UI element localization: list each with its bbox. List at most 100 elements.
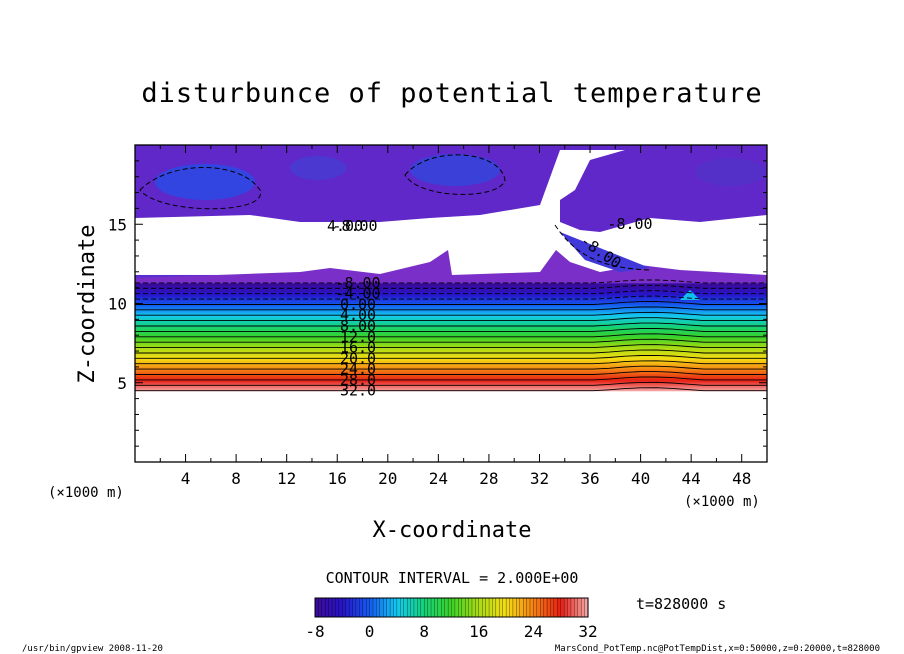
x-tick-label: 20	[378, 469, 397, 488]
upper-blue-cell	[290, 156, 346, 180]
colorbar-cell	[471, 597, 476, 618]
z-tick-label: 5	[117, 374, 127, 393]
contour-label: 24.0	[340, 360, 376, 378]
contour-label: 8.00	[340, 317, 376, 335]
colorbar-cell	[502, 597, 507, 618]
footer-left: /usr/bin/gpview 2008-11-20	[22, 644, 163, 654]
colorbar-cell	[389, 597, 395, 618]
colorbar-cell	[451, 597, 456, 618]
colorbar-cell	[495, 597, 500, 618]
irregular-layer	[135, 250, 767, 283]
colorbar-cell	[560, 597, 565, 618]
contour-line	[135, 333, 767, 338]
colorbar-cell	[516, 597, 521, 618]
color-band	[135, 296, 767, 299]
colorbar-tick-label: 16	[469, 622, 488, 641]
colorbar-cell	[581, 597, 586, 618]
colorbar-cell	[550, 597, 555, 618]
contour-line	[135, 371, 767, 375]
color-band	[135, 305, 767, 308]
contour-line	[404, 154, 506, 195]
x-tick-label: 36	[580, 469, 599, 488]
color-band	[135, 327, 767, 330]
colorbar-cell	[526, 597, 531, 618]
plot-area	[135, 145, 767, 462]
contour-line	[135, 349, 767, 354]
plume-blue	[560, 232, 650, 272]
x-tick-label: 16	[328, 469, 347, 488]
color-band	[135, 387, 767, 390]
z-tick-label: 15	[108, 215, 127, 234]
color-band	[135, 375, 767, 378]
color-band	[135, 371, 767, 374]
colorbar-cell	[335, 597, 340, 618]
colorbar-cell	[424, 597, 429, 618]
z-axis-ticks: 5 10 15	[108, 160, 767, 447]
colorbar-cell	[372, 597, 377, 618]
colorbar-cell	[468, 597, 473, 618]
colorbar-cell	[410, 597, 415, 618]
x-unit-left: (×1000 m)	[48, 485, 124, 501]
colorbar-tick-label: 8	[419, 622, 429, 641]
colorbar-cell	[379, 597, 384, 618]
contour-line	[135, 295, 767, 300]
colorbar-cell	[406, 597, 412, 618]
chart-title: disturbunce of potential temperature	[141, 78, 762, 109]
color-band	[135, 350, 767, 353]
color-band	[135, 309, 767, 312]
color-band	[135, 386, 767, 389]
upper-disturbance-field	[135, 145, 767, 300]
colorbar-cell	[328, 597, 333, 618]
colorbar-cell	[512, 597, 517, 618]
color-band	[135, 282, 767, 285]
contour-label: 28.0	[340, 371, 376, 389]
colorbar-cell	[352, 597, 357, 618]
color-band	[135, 365, 767, 368]
color-band	[135, 361, 767, 363]
contour-label: 16.0	[340, 339, 376, 357]
colorbar-cell	[529, 597, 534, 618]
color-band	[135, 358, 767, 361]
colorbar-cell	[557, 597, 562, 618]
colorbar-cell	[413, 597, 418, 618]
colorbar-cell	[509, 597, 514, 618]
contour-line	[135, 279, 767, 284]
x-unit-right: (×1000 m)	[684, 494, 760, 510]
contour-line	[135, 284, 767, 289]
colorbar-cell	[464, 597, 470, 618]
color-band	[135, 385, 767, 388]
contour-line	[135, 306, 767, 311]
colorbar-cell	[366, 597, 371, 618]
color-band	[135, 315, 767, 318]
color-band	[135, 370, 767, 373]
contour-label: -4.00	[335, 285, 380, 303]
contour-line	[135, 354, 767, 359]
color-band	[135, 285, 767, 288]
color-band	[135, 300, 767, 303]
contour-labels: -8.00-4.000.004.008.0012.016.020.024.028…	[335, 274, 380, 400]
colorbar-cell	[546, 597, 552, 618]
color-band	[135, 381, 767, 384]
colorbar-cell	[396, 597, 401, 618]
color-band	[135, 355, 767, 358]
x-axis-label: X-coordinate	[373, 518, 532, 543]
color-band	[135, 366, 767, 369]
colorbar-cell	[331, 597, 337, 618]
x-tick-label: 44	[682, 469, 701, 488]
color-band	[135, 320, 767, 323]
color-band	[135, 374, 767, 377]
contour-line	[135, 290, 767, 295]
contour-line	[135, 381, 767, 386]
color-band	[135, 311, 767, 314]
colorbar-cell	[478, 597, 483, 618]
color-band	[135, 334, 767, 337]
color-band	[135, 344, 767, 347]
color-band	[135, 295, 767, 297]
upper-contour-label: -8.00	[607, 215, 652, 233]
color-band	[135, 307, 767, 310]
color-band	[135, 323, 767, 326]
color-band	[135, 332, 767, 335]
contour-lines	[135, 154, 767, 392]
colorbar-cell	[461, 597, 466, 618]
